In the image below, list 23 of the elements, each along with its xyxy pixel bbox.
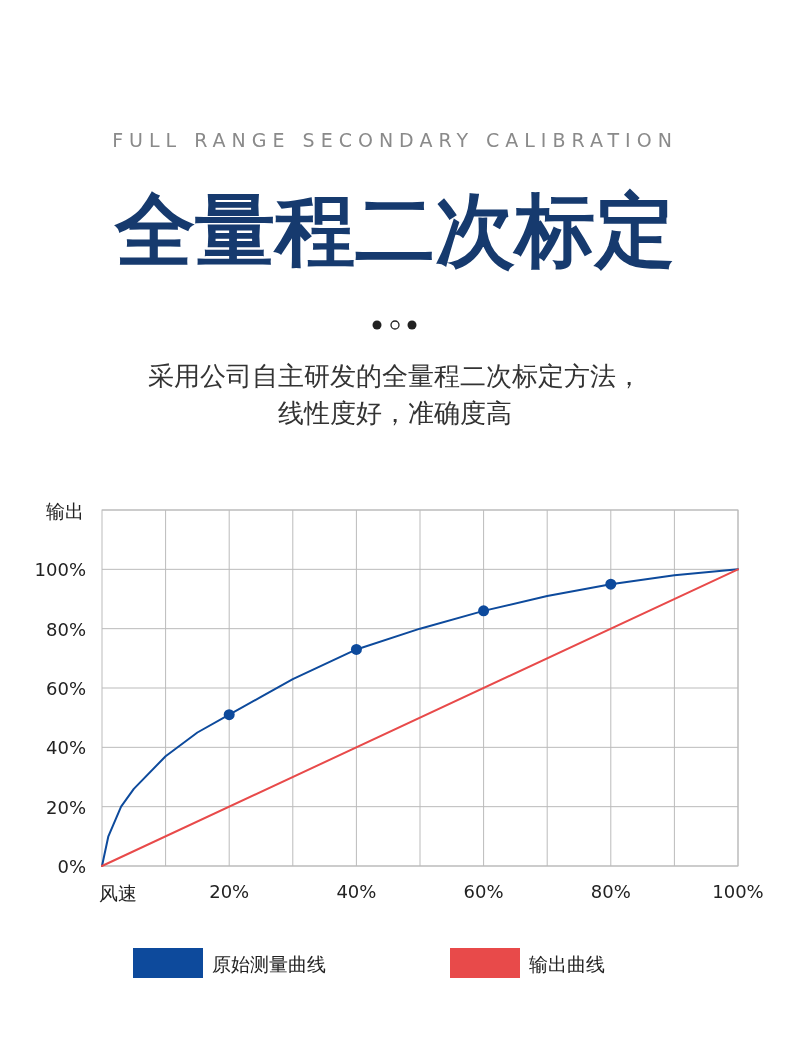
y-tick-label: 20% [45,796,86,818]
x-tick-label: 60% [463,881,504,902]
x-tick-label: 100% [712,881,764,902]
point [605,578,617,590]
y-axis-title: 输出 [46,500,84,522]
y-tick-label: 100% [34,559,86,581]
x-tick-label: 80% [590,881,631,902]
x-axis-title: 风速 [99,882,137,904]
y-tick-label: 80% [45,618,86,640]
chart-title: 全量程二次标定 [114,184,675,277]
y-tick-label: 40% [45,737,86,759]
text: 线性度好，准确度高 [278,398,512,428]
x-tick-label: 40% [336,881,377,902]
y-tick-label: 60% [45,678,86,699]
point [223,709,235,721]
point [350,643,362,655]
x-tick-label: 20% [209,881,250,902]
chart-subtitle: FULL RANGE SECONDARY CALIBRATION [112,129,678,151]
legend-label: 输出曲线 [529,953,605,975]
point [478,605,490,617]
legend-label: 原始测量曲线 [212,953,326,975]
y-tick-label: 0% [57,856,86,877]
text: 采用公司自主研发的全量程二次标定方法， [148,361,642,391]
